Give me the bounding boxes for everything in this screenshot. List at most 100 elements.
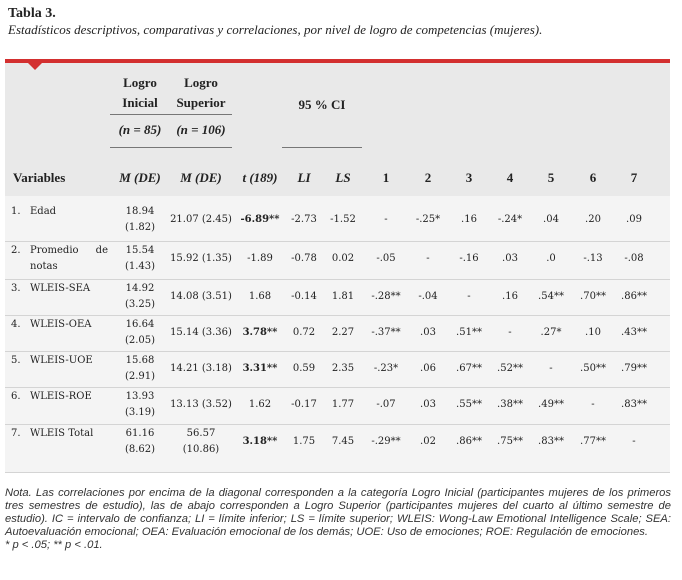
group1-n: (n = 85) [118,122,162,137]
row-t: -6.89** [240,214,280,225]
row-corr-5: .49** [538,399,564,410]
table-subtitle: Estadísticos descriptivos, comparativas … [8,22,543,37]
row-corr-7: .43** [621,327,647,338]
row-corr-1: -.23* [373,363,399,374]
row-ls: 2.35 [331,363,355,374]
row-t: 3.31** [242,363,278,374]
row-number: 1. [11,206,21,217]
row-sd-inicial: (1.43) [124,261,156,272]
row-variable: Promedio de [30,245,108,256]
row-corr-3: - [467,291,471,302]
row-divider [5,387,670,388]
group-divider [110,114,232,115]
row-corr-6: - [591,399,595,410]
row-corr-2: .06 [420,363,436,374]
note-significance: * p < .05; ** p < .01. [5,539,103,551]
row-corr-1: -.28** [371,291,401,302]
row-corr-4: .16 [502,291,518,302]
row-number: 2. [11,245,21,256]
row-corr-1: -.29** [371,436,401,447]
row-corr-3: .55** [456,399,482,410]
row-corr-4: -.24* [497,214,523,225]
note-text: Nota. Las correlaciones por encima de la… [5,487,671,538]
row-li: 0.59 [292,363,316,374]
row-ls: 1.81 [331,291,355,302]
row-corr-7: .09 [626,214,642,225]
row-corr-6: .20 [585,214,601,225]
row-variable: WLEIS-ROE [30,391,92,402]
group1-line2: Inicial [122,95,158,110]
row-corr-4: .75** [497,436,523,447]
row-corr-5: - [549,363,553,374]
row-variable-cont: notas [30,261,58,272]
row-corr-7: .86** [621,291,647,302]
row-number: 6. [11,391,21,402]
row-t: 1.62 [248,399,272,410]
row-corr-3: -.16 [459,253,479,264]
col-5: 5 [547,170,555,185]
row-corr-4: .52** [497,363,523,374]
row-corr-1: -.37** [371,327,401,338]
group1-line1: Logro [123,75,157,90]
ci-header: 95 % CI [298,97,346,112]
col-t: t (189) [242,170,278,185]
row-corr-3: .51** [456,327,482,338]
row-divider [5,472,670,473]
row-li: 1.75 [292,436,316,447]
row-mean-inicial: 16.64 [125,319,155,330]
col-6: 6 [589,170,597,185]
group2-line1: Logro [184,75,218,90]
row-t: 1.68 [248,291,272,302]
row-mean-inicial: 14.92 [125,283,155,294]
row-corr-2: - [426,253,430,264]
row-mean-superior: 14.21 (3.18) [170,363,232,374]
row-ls: 1.77 [331,399,355,410]
table-title: Tabla 3. [8,6,56,21]
row-mean-inicial: 13.93 [125,391,155,402]
row-mean-superior: 56.57 [186,428,216,439]
row-li: -2.73 [291,214,317,225]
row-mean-superior: 15.92 (1.35) [170,253,232,264]
row-mean-inicial: 15.68 [125,355,155,366]
row-divider [5,241,670,242]
row-corr-3: .67** [456,363,482,374]
n-divider [110,147,232,148]
col-3: 3 [465,170,473,185]
row-number: 3. [11,283,21,294]
row-number: 4. [11,319,21,330]
row-corr-4: .03 [502,253,518,264]
row-sd-inicial: (2.91) [124,371,156,382]
col-2: 2 [424,170,432,185]
col-li: LI [297,170,311,185]
row-variable: Edad [30,206,57,217]
row-li: -0.14 [291,291,317,302]
row-ls: 0.02 [331,253,355,264]
row-corr-6: -.13 [583,253,603,264]
row-li: -0.78 [291,253,317,264]
row-corr-2: .02 [420,436,436,447]
table-header [5,63,670,196]
row-sd-inicial: (3.19) [124,407,156,418]
col-ls: LS [335,170,351,185]
row-corr-6: .10 [585,327,601,338]
row-number: 5. [11,355,21,366]
row-mean-inicial: 15.54 [125,245,155,256]
row-corr-5: .83** [538,436,564,447]
row-corr-1: -.05 [376,253,396,264]
row-ls: 2.27 [331,327,355,338]
row-corr-3: .86** [456,436,482,447]
table-note: Nota. Las correlaciones por encima de la… [5,487,671,552]
row-li: 0.72 [292,327,316,338]
row-sd-inicial: (1.82) [124,222,156,233]
row-corr-7: .79** [621,363,647,374]
row-t: -1.89 [247,253,273,264]
row-sd-superior: (10.86) [182,444,220,455]
row-corr-4: .38** [497,399,523,410]
row-li: -0.17 [291,399,317,410]
row-mean-superior: 21.07 (2.45) [170,214,232,225]
row-divider [5,315,670,316]
row-mean-superior: 15.14 (3.36) [170,327,232,338]
row-corr-2: .03 [420,399,436,410]
row-corr-5: .54** [538,291,564,302]
row-variable: WLEIS-SEA [30,283,91,294]
